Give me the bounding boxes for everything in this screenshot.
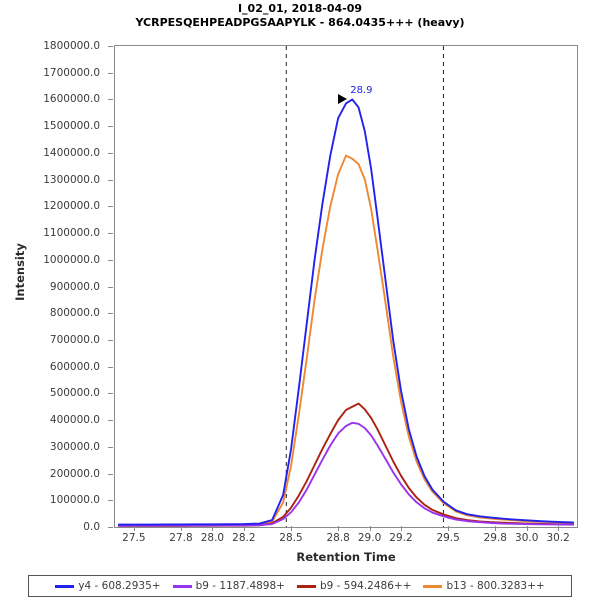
x-axis-tick-label: 28.5 (279, 532, 303, 544)
x-axis-tick-label: 30.2 (546, 532, 570, 544)
legend-item-label: b9 - 594.2486++ (319, 580, 412, 592)
x-axis-tick-label: 27.8 (169, 532, 193, 544)
legend-item[interactable]: b9 - 594.2486++ (296, 580, 412, 592)
x-axis-tick-mark (338, 526, 340, 531)
x-axis-tick-mark (401, 526, 402, 531)
x-axis-tick-mark (526, 526, 528, 531)
y-axis-tick-mark (108, 500, 113, 502)
x-axis-tick-label: 28.0 (200, 532, 225, 544)
x-axis-tick-mark (495, 526, 497, 531)
y-axis-tick-mark (108, 527, 113, 528)
trace-line[interactable] (118, 154, 574, 527)
y-axis-tick-mark (108, 72, 113, 74)
y-axis-tick-mark (108, 233, 113, 235)
legend-color-swatch-icon (296, 584, 316, 588)
x-axis-tick-label: 29.8 (483, 532, 507, 544)
trace-line[interactable] (118, 98, 574, 526)
y-axis-tick-mark (108, 152, 113, 154)
y-axis-tick-label: 100000.0 (49, 494, 100, 507)
y-axis-tick-label: 1300000.0 (43, 173, 100, 186)
y-axis-tick-label: 0.0 (83, 521, 100, 533)
trace-line[interactable] (118, 402, 574, 527)
x-axis-tick-mark (133, 526, 135, 531)
y-axis-tick-label: 1400000.0 (43, 146, 100, 159)
y-axis-tick-mark (108, 126, 113, 128)
y-axis-tick-label: 700000.0 (49, 333, 100, 346)
y-axis-tick-mark (108, 446, 113, 448)
y-axis-tick-mark (108, 339, 113, 341)
peak-apex-label: 28.9 (350, 85, 373, 97)
legend-color-swatch-icon (423, 584, 443, 588)
y-axis-tick-label: 1800000.0 (43, 40, 100, 52)
legend-item-label: b13 - 800.3283++ (446, 580, 545, 592)
x-axis-tick-label: 29.2 (389, 532, 413, 544)
y-axis-tick-mark (108, 420, 113, 422)
y-axis-tick-mark (108, 206, 113, 208)
x-axis-tick-mark (369, 526, 371, 531)
x-axis-tick-label: 28.8 (326, 532, 350, 544)
y-axis-tick-label: 1100000.0 (43, 227, 100, 240)
x-axis-tick-mark (243, 526, 245, 531)
y-axis-tick-label: 1600000.0 (43, 93, 100, 106)
chart-title-line-1: I_02_01, 2018-04-09 (237, 2, 363, 15)
y-axis-tick-mark (108, 473, 113, 475)
x-axis-tick-label: 30.0 (515, 532, 539, 544)
x-axis-title: Retention Time (296, 550, 396, 564)
chart-title: I_02_01, 2018-04-09 YCRPESQEHPEADPGSAAPY… (0, 2, 600, 30)
legend-item[interactable]: b13 - 800.3283++ (423, 580, 545, 592)
x-axis-tick-mark (448, 526, 450, 531)
x-axis-tick-label: 29.0 (357, 532, 382, 544)
legend-item-label: b9 - 1187.4898+ (195, 580, 285, 592)
y-axis-tick-mark (108, 46, 113, 47)
legend-color-swatch-icon (172, 584, 192, 588)
legend-item-label: y4 - 608.2935+ (78, 580, 161, 592)
y-axis-tick-mark (108, 99, 113, 101)
legend[interactable]: y4 - 608.2935+ b9 - 1187.4898+ b9 - 594.24… (28, 575, 572, 597)
y-axis-tick-label: 600000.0 (49, 360, 100, 373)
x-axis-tick-mark (291, 526, 292, 531)
y-axis-tick-label: 300000.0 (49, 440, 100, 453)
y-axis-tick-label: 200000.0 (49, 467, 100, 480)
x-axis-tick-mark (181, 526, 182, 531)
plot-area[interactable] (114, 45, 578, 528)
x-axis-tick-label: 29.5 (436, 532, 460, 544)
y-axis-tick-mark (108, 313, 113, 315)
peak-apex-marker-icon (338, 94, 348, 105)
x-axis-tick-label: 28.2 (232, 532, 256, 544)
y-axis-tick-label: 1700000.0 (43, 66, 100, 79)
x-axis-tick-mark (558, 526, 560, 531)
y-axis-tick-label: 800000.0 (49, 307, 100, 320)
x-axis-tick-mark (212, 526, 214, 531)
y-axis-tick-label: 900000.0 (49, 280, 100, 293)
y-axis-tick-mark (108, 366, 113, 368)
x-axis: 27.5 27.8 28.0 28.2 28.5 28.8 29.0 29.2 29.5 29.8… (114, 526, 578, 550)
chromatogram-traces (118, 46, 574, 527)
y-axis-tick-mark (108, 259, 113, 261)
legend-item[interactable]: y4 - 608.2935+ (55, 580, 161, 592)
y-axis-tick-label: 1000000.0 (43, 253, 100, 266)
y-axis-tick-mark (108, 286, 113, 288)
y-axis-tick-label: 1500000.0 (43, 120, 100, 133)
y-axis-title: Intensity (13, 243, 27, 301)
legend-color-swatch-icon (55, 584, 75, 588)
y-axis-tick-mark (108, 393, 113, 395)
legend-item[interactable]: b9 - 1187.4898+ (172, 580, 285, 592)
y-axis: 0.0 100000.0 200000.0 300000.0 400000.0 50000… (0, 40, 113, 533)
y-axis-tick-label: 1200000.0 (43, 200, 100, 213)
y-axis-tick-mark (108, 179, 113, 181)
x-axis-tick-label: 27.5 (122, 532, 146, 544)
y-axis-tick-label: 400000.0 (49, 414, 100, 427)
y-axis-tick-label: 500000.0 (49, 387, 100, 400)
trace-line[interactable] (118, 421, 574, 527)
chart-title-line-2: YCRPESQEHPEADPGSAAPYLK - 864.0435+++ (he… (135, 16, 465, 29)
